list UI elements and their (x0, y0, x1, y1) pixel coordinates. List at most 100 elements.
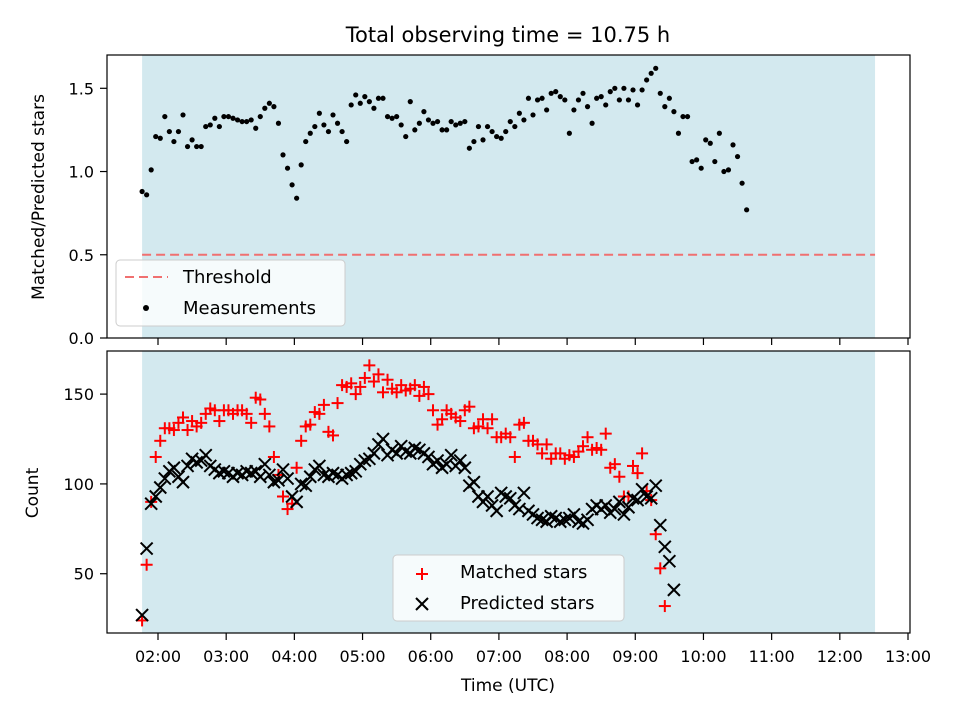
matched-star-point (413, 389, 426, 402)
measurement-point (525, 95, 532, 101)
matched-star-point (608, 458, 621, 471)
measurement-point (389, 115, 395, 121)
measurement-point (462, 118, 468, 125)
measurement-point (407, 99, 413, 105)
x-axis-label: Time (UTC) (460, 676, 555, 696)
measurement-point (603, 102, 609, 108)
predicted-stars-points (135, 432, 681, 622)
predicted-star-point (544, 509, 558, 523)
measurement-point (312, 123, 318, 130)
measurement-point (171, 138, 177, 145)
matched-star-point (154, 434, 167, 447)
predicted-star-point (299, 479, 313, 493)
measurement-point (448, 118, 454, 125)
measurement-point (371, 105, 377, 111)
matched-star-point (363, 359, 376, 372)
predicted-star-point (176, 475, 190, 489)
matched-star-point (349, 388, 362, 401)
measurement-point (294, 195, 300, 201)
measurement-point (303, 138, 309, 145)
matched-star-point (267, 450, 280, 463)
measurement-point (657, 90, 663, 96)
counts-legend: Matched stars Predicted stars (392, 554, 625, 622)
measurement-point (662, 104, 668, 110)
matched-star-point (408, 379, 421, 392)
predicted-star-point (158, 471, 172, 486)
measurement-point (548, 90, 554, 96)
matched-star-point (177, 411, 189, 424)
x-tick-label: 07:00 (476, 647, 522, 666)
measurement-point (180, 112, 186, 118)
measurement-point (430, 120, 436, 126)
measurement-point (575, 97, 582, 103)
measurement-point (321, 122, 327, 128)
measurement-point (357, 100, 363, 106)
matched-star-point (258, 407, 271, 420)
measurement-point (148, 167, 154, 173)
predicted-legend-swatch (415, 597, 429, 611)
predicted-star-point (167, 461, 181, 475)
measurement-point (484, 123, 491, 130)
matched-star-point (504, 431, 517, 444)
predicted-star-point (558, 513, 572, 527)
predicted-star-point (358, 453, 372, 468)
matched-star-point (327, 429, 339, 442)
predicted-star-point (430, 453, 445, 468)
measurement-point (257, 113, 263, 120)
matched-star-point (240, 407, 253, 420)
measurement-point (348, 102, 354, 108)
matched-star-point (377, 386, 389, 399)
measurement-point (189, 137, 195, 143)
measurement-point (671, 109, 677, 115)
predicted-star-point (599, 498, 613, 513)
ratio-panel: 0.0 0.5 1.0 1.5 Matched/Predicted stars Thr… (29, 54, 911, 348)
measurement-point (557, 94, 563, 100)
measurement-point (639, 87, 645, 93)
x-tick-label: 12:00 (817, 647, 863, 666)
measurement-point (380, 95, 386, 101)
measurement-point (234, 117, 241, 123)
measurement-point (512, 123, 518, 130)
predicted-star-point (453, 453, 467, 468)
matched-star-point (317, 398, 330, 411)
matched-star-point (577, 440, 589, 453)
counts-plot-frame (106, 350, 911, 634)
predicted-star-point (217, 464, 231, 479)
matched-star-point (536, 447, 549, 460)
predicted-star-point (349, 464, 363, 479)
matched-star-point (599, 427, 612, 440)
x-tick-label: 02:00 (135, 647, 181, 666)
measurement-point (421, 109, 427, 115)
measurement-point (362, 94, 368, 100)
measurement-point (744, 207, 750, 213)
y-tick-label: 1.0 (69, 163, 94, 182)
measurement-point (144, 192, 150, 198)
measurement-point (384, 113, 391, 120)
measurement-point (398, 122, 404, 128)
measurement-point (480, 137, 486, 143)
measurement-point (203, 123, 209, 130)
predicted-star-point (267, 475, 281, 489)
y-tick-label: 0.0 (69, 329, 94, 348)
predicted-star-point (280, 471, 295, 486)
measurement-point (334, 120, 341, 126)
matched-star-point (658, 600, 671, 613)
predicted-star-point (326, 466, 340, 480)
predicted-star-point (153, 480, 167, 495)
matched-star-point (390, 386, 403, 399)
counts-y-axis: 50 100 150 (63, 385, 107, 584)
matched-star-point (345, 377, 358, 390)
predicted-star-point (649, 479, 663, 493)
matched-star-point (313, 407, 326, 420)
matched-star-point (508, 450, 521, 463)
predicted-star-point (421, 450, 436, 464)
predicted-star-point (644, 491, 658, 505)
predicted-star-point (262, 468, 277, 482)
measurement-point (607, 89, 613, 95)
measurement-point (648, 70, 654, 76)
matched-star-point (436, 413, 449, 426)
measurement-point (366, 99, 372, 105)
measurement-point (712, 158, 718, 165)
measurement-point (184, 143, 191, 150)
